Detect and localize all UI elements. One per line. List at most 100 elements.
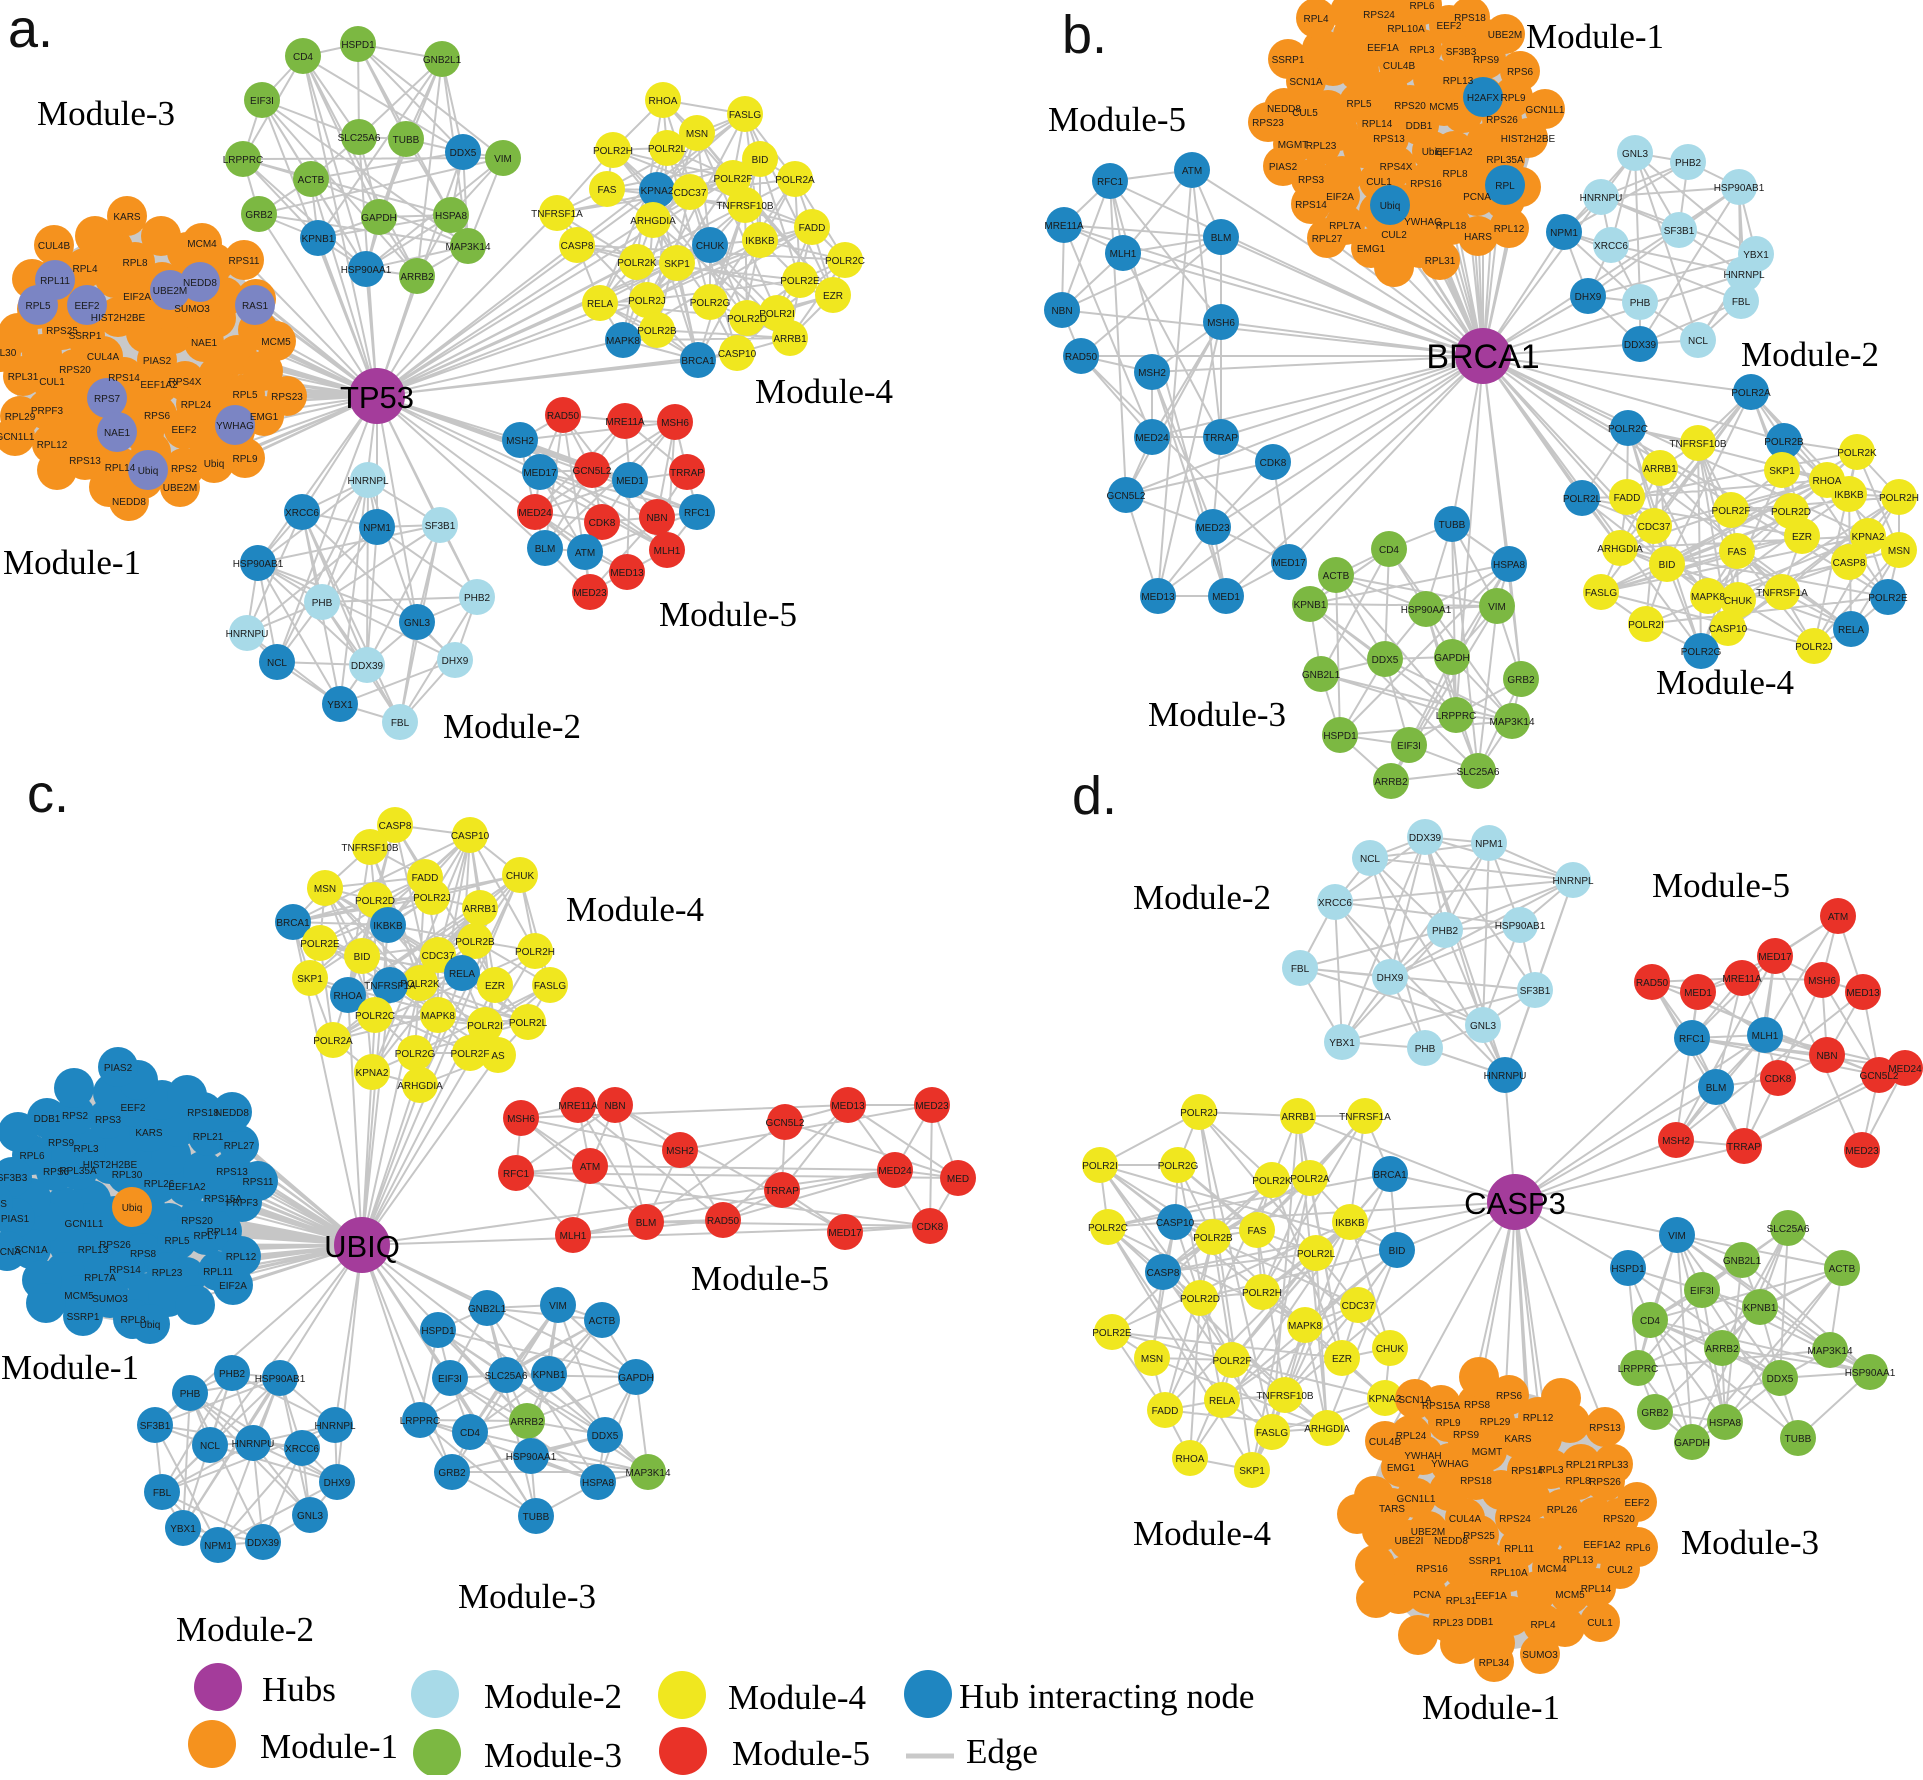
- svg-text:RPS25: RPS25: [1463, 1531, 1495, 1542]
- svg-text:CDK8: CDK8: [1765, 1074, 1792, 1085]
- svg-text:MAPK8: MAPK8: [606, 336, 640, 347]
- svg-text:HNRNPL: HNRNPL: [314, 1421, 356, 1432]
- svg-text:RPL33: RPL33: [1598, 1460, 1629, 1471]
- svg-text:ARHGDIA: ARHGDIA: [630, 216, 676, 227]
- svg-text:MED23: MED23: [573, 588, 607, 599]
- svg-text:MED24: MED24: [518, 508, 552, 519]
- svg-text:BRCA1: BRCA1: [276, 918, 310, 929]
- svg-text:EMG1: EMG1: [1357, 244, 1386, 255]
- svg-text:Module-5: Module-5: [659, 595, 797, 634]
- svg-text:MED1: MED1: [616, 476, 644, 487]
- svg-text:MED13: MED13: [1846, 988, 1880, 999]
- svg-text:GNL3: GNL3: [1470, 1021, 1497, 1032]
- svg-text:RPS20: RPS20: [1603, 1514, 1635, 1525]
- svg-text:HSP90AA1: HSP90AA1: [1845, 1368, 1896, 1379]
- svg-text:HSPD1: HSPD1: [421, 1326, 455, 1337]
- svg-text:BRCA1: BRCA1: [681, 356, 715, 367]
- svg-text:RPS15A: RPS15A: [1422, 1401, 1461, 1412]
- svg-text:GNL3: GNL3: [1622, 149, 1649, 160]
- svg-text:RPL4: RPL4: [72, 264, 97, 275]
- svg-text:EEF1A: EEF1A: [1367, 43, 1399, 54]
- svg-text:XRCC6: XRCC6: [1594, 241, 1628, 252]
- svg-text:ACTB: ACTB: [1323, 571, 1350, 582]
- svg-text:POLR2E: POLR2E: [1092, 1328, 1132, 1339]
- svg-text:GRB2: GRB2: [438, 1468, 466, 1479]
- svg-text:RPS13: RPS13: [69, 456, 101, 467]
- svg-text:POLR2L: POLR2L: [648, 144, 687, 155]
- svg-text:RPL3: RPL3: [1409, 45, 1434, 56]
- svg-text:MSH2: MSH2: [1138, 368, 1166, 379]
- svg-text:RPL8: RPL8: [1565, 1476, 1590, 1487]
- svg-text:Module-1: Module-1: [3, 543, 141, 582]
- svg-text:HSP90AB1: HSP90AB1: [255, 1374, 306, 1385]
- svg-text:MCM5: MCM5: [261, 337, 291, 348]
- svg-text:CASP10: CASP10: [1709, 624, 1748, 635]
- svg-text:POLR2B: POLR2B: [1193, 1233, 1233, 1244]
- svg-text:RPS26: RPS26: [1486, 115, 1518, 126]
- svg-text:HSPA8: HSPA8: [1709, 1418, 1741, 1429]
- svg-text:RPL9: RPL9: [1500, 93, 1525, 104]
- svg-text:RELA: RELA: [449, 969, 475, 980]
- svg-text:MSH6: MSH6: [1808, 976, 1836, 987]
- svg-text:Ubiq: Ubiq: [122, 1203, 143, 1214]
- svg-text:RPS18: RPS18: [1460, 1476, 1492, 1487]
- svg-text:POLR2J: POLR2J: [628, 296, 666, 307]
- svg-text:UBE2M: UBE2M: [1488, 30, 1522, 41]
- svg-text:RPS26: RPS26: [99, 1240, 131, 1251]
- svg-text:RAD50: RAD50: [1065, 352, 1098, 363]
- svg-text:CDK8: CDK8: [1260, 458, 1287, 469]
- svg-text:TARS: TARS: [1379, 1504, 1405, 1515]
- svg-text:LRPPRC: LRPPRC: [1436, 711, 1477, 722]
- svg-text:MGMT: MGMT: [1278, 140, 1309, 151]
- svg-text:RPL14: RPL14: [1581, 1584, 1612, 1595]
- svg-text:RPL35A: RPL35A: [1486, 155, 1524, 166]
- svg-text:POLR2A: POLR2A: [775, 175, 815, 186]
- svg-text:POLR2D: POLR2D: [1771, 507, 1811, 518]
- svg-text:RPL11: RPL11: [1504, 1544, 1534, 1555]
- svg-text:Module-5: Module-5: [691, 1259, 829, 1298]
- svg-text:CASP8: CASP8: [1833, 558, 1866, 569]
- svg-text:MAP3K14: MAP3K14: [445, 242, 490, 253]
- svg-text:CASP10: CASP10: [1156, 1218, 1195, 1229]
- svg-text:HNRNPU: HNRNPU: [232, 1439, 275, 1450]
- svg-text:POLR2L: POLR2L: [1563, 494, 1602, 505]
- svg-text:CASP3: CASP3: [1464, 1186, 1566, 1221]
- svg-text:RPL24: RPL24: [181, 400, 212, 411]
- svg-text:SLC25A6: SLC25A6: [485, 1371, 528, 1382]
- svg-text:RPL14: RPL14: [207, 1227, 238, 1238]
- svg-text:VIM: VIM: [1668, 1231, 1686, 1242]
- svg-text:RAS1: RAS1: [242, 301, 269, 312]
- svg-text:RPL9: RPL9: [1435, 1418, 1460, 1429]
- svg-text:RPS18: RPS18: [187, 1108, 219, 1119]
- svg-text:RPS2: RPS2: [62, 1111, 89, 1122]
- svg-text:BLM: BLM: [1706, 1083, 1727, 1094]
- svg-text:RPS14: RPS14: [108, 373, 140, 384]
- svg-text:POLR2G: POLR2G: [1158, 1161, 1199, 1172]
- svg-text:YBX1: YBX1: [1329, 1038, 1355, 1049]
- svg-text:MED13: MED13: [610, 568, 644, 579]
- svg-text:RPL10A: RPL10A: [1387, 24, 1425, 35]
- svg-text:EIF3I: EIF3I: [1397, 741, 1421, 752]
- svg-text:HSP90AB1: HSP90AB1: [1495, 921, 1546, 932]
- svg-text:EIF3I: EIF3I: [1690, 1286, 1714, 1297]
- svg-text:MSN: MSN: [1141, 1354, 1163, 1365]
- svg-text:SCN1A: SCN1A: [1289, 77, 1323, 88]
- svg-text:Module-1: Module-1: [1526, 17, 1664, 56]
- svg-text:RPL10A: RPL10A: [1490, 1568, 1528, 1579]
- svg-text:NBN: NBN: [1051, 306, 1072, 317]
- svg-text:RPL26: RPL26: [1547, 1505, 1578, 1516]
- svg-text:POLR2I: POLR2I: [1082, 1161, 1118, 1172]
- svg-text:CUL4B: CUL4B: [1383, 61, 1416, 72]
- svg-text:CDC37: CDC37: [422, 951, 455, 962]
- svg-text:FADD: FADD: [412, 873, 439, 884]
- svg-text:POLR2I: POLR2I: [467, 1021, 503, 1032]
- svg-text:EZR: EZR: [1332, 1354, 1352, 1365]
- svg-text:HARS: HARS: [0, 1199, 7, 1210]
- svg-text:RPS6: RPS6: [43, 1167, 70, 1178]
- svg-text:EEF2: EEF2: [74, 301, 99, 312]
- svg-text:EEF2: EEF2: [171, 425, 196, 436]
- svg-text:PRPF3: PRPF3: [226, 1198, 259, 1209]
- svg-text:GAPDH: GAPDH: [361, 213, 397, 224]
- svg-text:NCL: NCL: [1360, 854, 1380, 865]
- svg-text:RAD50: RAD50: [707, 1216, 740, 1227]
